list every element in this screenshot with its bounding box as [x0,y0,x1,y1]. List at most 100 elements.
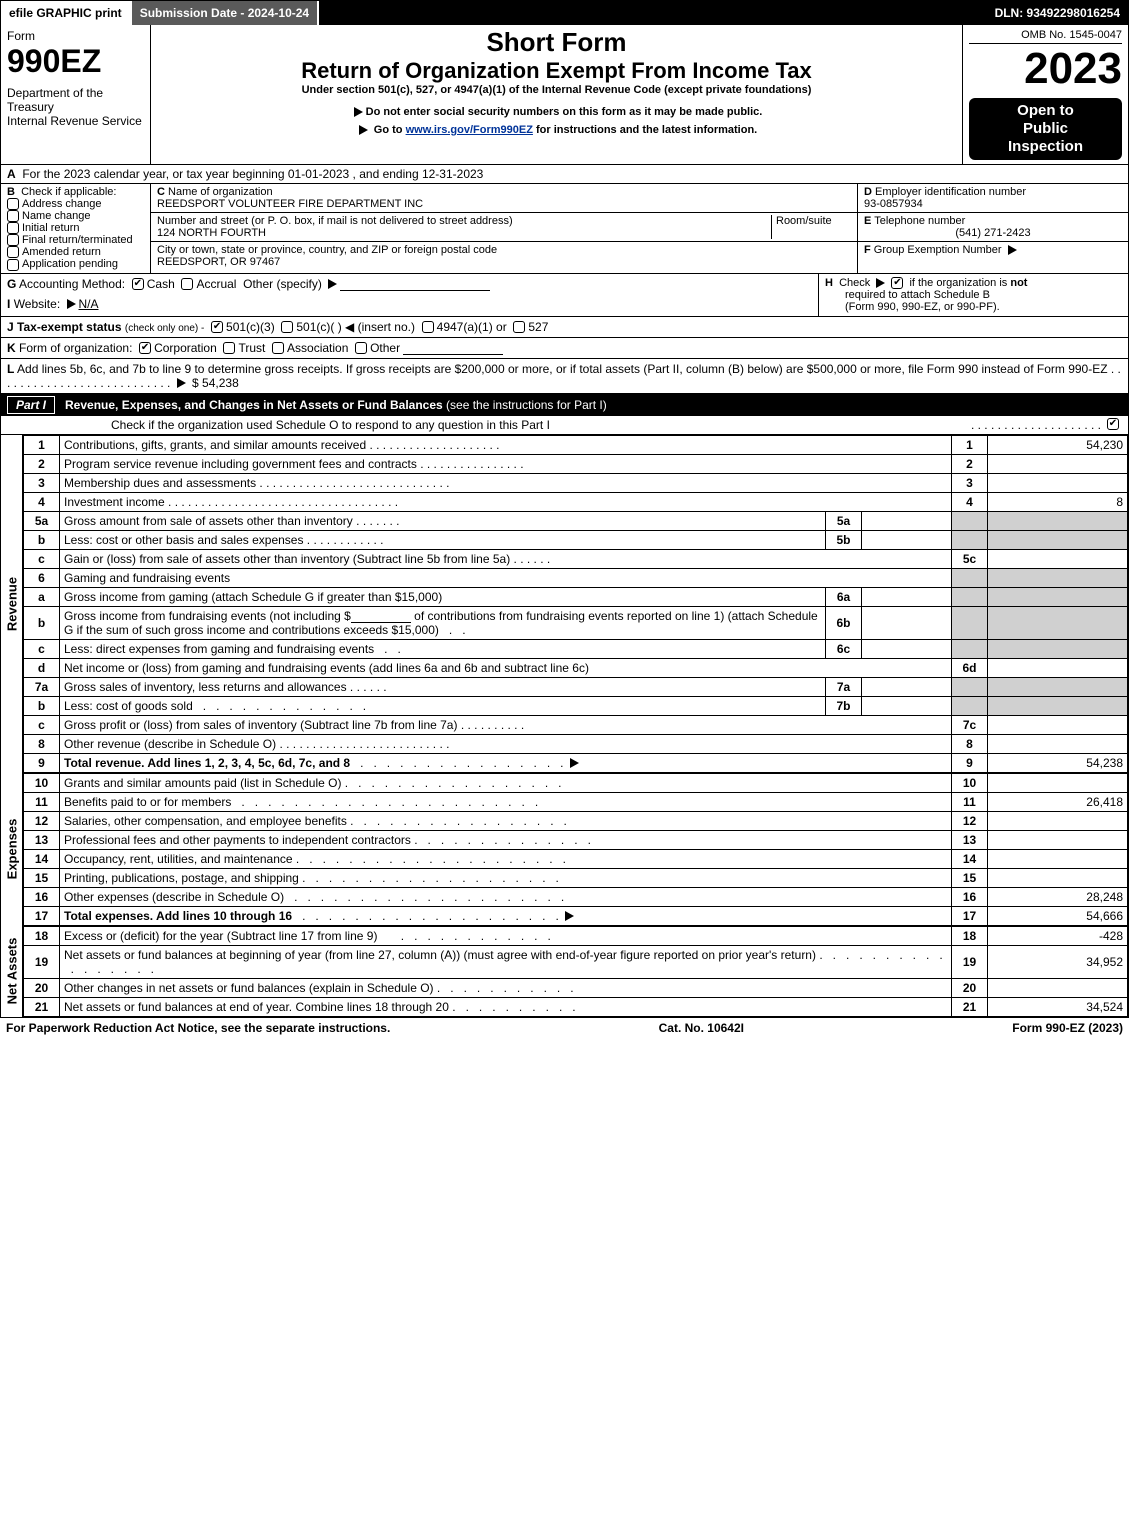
opt-final-return: Final return/terminated [22,234,133,246]
ssn-warning: Do not enter social security numbers on … [157,106,956,118]
part-i-check-row: Check if the organization used Schedule … [1,416,1128,435]
arrow-icon [876,278,885,288]
opt-address-change: Address change [22,198,102,210]
part-i-subtitle: (see the instructions for Part I) [446,398,607,412]
revenue-label: Revenue [4,577,19,631]
dept-treasury: Department of the Treasury [7,86,144,114]
arrow-icon [565,911,574,921]
arrow-icon [1008,245,1017,255]
irs-label: Internal Revenue Service [7,114,144,128]
checkbox-cash[interactable]: ✔ [132,278,144,290]
checkbox-501c[interactable] [281,321,293,333]
checkbox-527[interactable] [513,321,525,333]
checkbox-4947a1[interactable] [422,321,434,333]
checkbox-application-pending[interactable] [7,259,19,271]
arrow-icon [177,378,186,388]
line-13: 13Professional fees and other payments t… [24,830,1128,849]
line-7c: cGross profit or (loss) from sales of in… [24,715,1128,734]
line-18: 18Excess or (deficit) for the year (Subt… [24,926,1128,945]
arrow-icon [328,279,337,289]
revenue-section: Revenue 1Contributions, gifts, grants, a… [1,435,1128,773]
line-14: 14Occupancy, rent, utilities, and mainte… [24,849,1128,868]
org-address: 124 NORTH FOURTH [157,227,266,239]
checkbox-address-change[interactable] [7,198,19,210]
irs-link[interactable]: www.irs.gov/Form990EZ [406,124,533,136]
revenue-table: 1Contributions, gifts, grants, and simil… [23,435,1128,773]
arrow-icon [67,299,76,309]
line-5c: cGain or (loss) from sale of assets othe… [24,549,1128,568]
line-6d: dNet income or (loss) from gaming and fu… [24,658,1128,677]
line-6a: aGross income from gaming (attach Schedu… [24,587,1128,606]
row-k: K Form of organization: ✔Corporation Tru… [1,338,1128,359]
part-i-header: Part I Revenue, Expenses, and Changes in… [1,394,1128,416]
omb-number: OMB No. 1545-0047 [969,29,1122,44]
line-1: 1Contributions, gifts, grants, and simil… [24,435,1128,454]
fundraising-amount-input[interactable] [351,611,411,623]
checkbox-schedule-o-part-i[interactable]: ✔ [1107,418,1119,430]
net-assets-table: 18Excess or (deficit) for the year (Subt… [23,926,1128,1017]
opt-other-specify: Other (specify) [243,277,322,291]
open-to-public: Open toPublicInspection [969,98,1122,160]
checkbox-initial-return[interactable] [7,222,19,234]
tax-year: 2023 [969,44,1122,94]
goto-pre: Go to [374,124,406,136]
accounting-method-label: Accounting Method: [19,277,125,291]
line-10: 10Grants and similar amounts paid (list … [24,773,1128,792]
column-b: B Check if applicable: Address change Na… [1,184,151,273]
short-form-title: Short Form [157,27,956,58]
expenses-section: Expenses 10Grants and similar amounts pa… [1,773,1128,926]
checkbox-other-org[interactable] [355,342,367,354]
opt-amended-return: Amended return [22,246,101,258]
line-17: 17Total expenses. Add lines 10 through 1… [24,906,1128,925]
org-name: REEDSPORT VOLUNTEER FIRE DEPARTMENT INC [157,198,423,210]
checkbox-amended-return[interactable] [7,246,19,258]
city-label: City or town, state or province, country… [157,244,497,256]
opt-name-change: Name change [22,210,91,222]
header-left: Form 990EZ Department of the Treasury In… [1,25,151,164]
dln: DLN: 93492298016254 [987,1,1128,25]
row-a-tax-year: A For the 2023 calendar year, or tax yea… [1,165,1128,184]
opt-application-pending: Application pending [22,258,118,270]
checkbox-name-change[interactable] [7,210,19,222]
checkbox-schedule-b-not-required[interactable]: ✔ [891,277,903,289]
addr-label: Number and street (or P. O. box, if mail… [157,215,513,227]
line-12: 12Salaries, other compensation, and empl… [24,811,1128,830]
row-l: L Add lines 5b, 6c, and 7b to line 9 to … [1,359,1128,394]
header-middle: Short Form Return of Organization Exempt… [151,25,963,164]
form-990ez-page: efile GRAPHIC print Submission Date - 20… [0,0,1129,1018]
net-assets-label: Net Assets [4,938,19,1005]
checkbox-association[interactable] [272,342,284,354]
column-d-e-f: D Employer identification number 93-0857… [858,184,1128,273]
checkbox-501c3[interactable]: ✔ [211,321,223,333]
efile-print-button[interactable]: efile GRAPHIC print [1,1,132,25]
phone-value: (541) 271-2423 [864,227,1122,239]
room-label: Room/suite [776,215,832,227]
paperwork-notice: For Paperwork Reduction Act Notice, see … [6,1021,390,1035]
line-11: 11Benefits paid to or for members . . . … [24,792,1128,811]
goto-line: Go to www.irs.gov/Form990EZ for instruct… [157,124,956,136]
group-exempt-label: Group Exemption Number [874,244,1002,256]
row-g-h: G Accounting Method: ✔Cash Accrual Other… [1,274,1128,317]
ein-label: Employer identification number [875,186,1026,198]
phone-label: Telephone number [874,215,965,227]
checkbox-final-return[interactable] [7,234,19,246]
line-9: 9Total revenue. Add lines 1, 2, 3, 4, 5c… [24,753,1128,772]
other-specify-input[interactable] [340,279,490,291]
line-15: 15Printing, publications, postage, and s… [24,868,1128,887]
line-4: 4Investment income . . . . . . . . . . .… [24,492,1128,511]
arrow-icon [359,125,368,135]
form-number: 990EZ [7,43,144,80]
checkbox-corporation[interactable]: ✔ [139,342,151,354]
line-21: 21Net assets or fund balances at end of … [24,997,1128,1016]
line-16: 16Other expenses (describe in Schedule O… [24,887,1128,906]
other-org-input[interactable] [403,343,503,355]
form-header: Form 990EZ Department of the Treasury In… [1,25,1128,165]
expenses-table: 10Grants and similar amounts paid (list … [23,773,1128,926]
checkbox-trust[interactable] [223,342,235,354]
net-assets-section: Net Assets 18Excess or (deficit) for the… [1,926,1128,1017]
checkbox-accrual[interactable] [181,278,193,290]
line-7b: bLess: cost of goods sold . . . . . . . … [24,696,1128,715]
website-label: Website: [14,297,60,311]
section-b-through-f: B Check if applicable: Address change Na… [1,184,1128,274]
arrow-icon [570,758,579,768]
